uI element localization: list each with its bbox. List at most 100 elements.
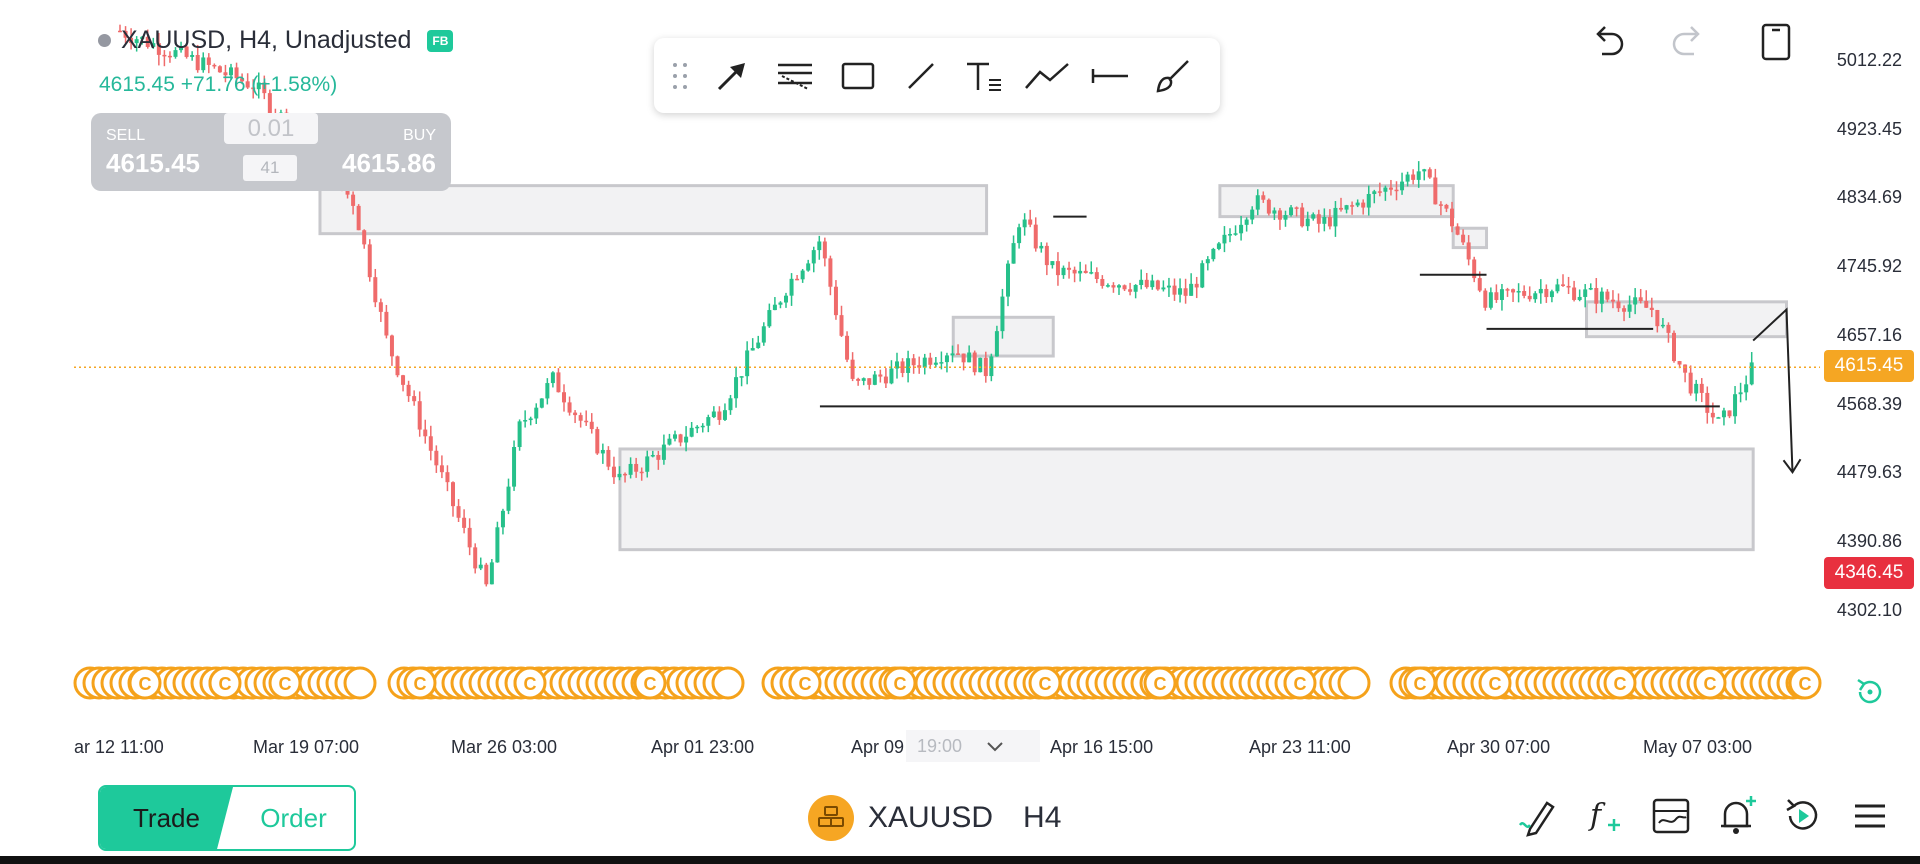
candle-body <box>206 57 211 65</box>
symbol-title: XAUUSD, H4, Unadjusted <box>121 26 412 54</box>
candle-body <box>933 362 938 365</box>
candle-body <box>1044 245 1049 266</box>
path-tool-icon[interactable] <box>1023 52 1070 99</box>
symbol-selector[interactable]: XAUUSD H4 <box>808 795 1061 841</box>
candle-body <box>1222 234 1227 244</box>
timeframe-selector[interactable]: H4 <box>1023 801 1062 834</box>
candle-body <box>1455 226 1460 235</box>
candle-body <box>534 407 539 419</box>
candle-body <box>1000 296 1005 332</box>
candle-body <box>539 398 544 408</box>
candle-body <box>1033 224 1038 249</box>
chevron-down-icon <box>987 742 1003 752</box>
candle-body <box>1022 219 1027 228</box>
candle-body <box>123 30 128 38</box>
candle-body <box>523 420 528 422</box>
candle-body <box>628 463 633 475</box>
candle-body <box>1133 285 1138 292</box>
candle-body <box>500 510 505 528</box>
candle-body <box>129 37 134 44</box>
buy-label[interactable]: BUY <box>403 127 436 144</box>
arrow-tool-icon[interactable] <box>708 52 755 99</box>
candle-body <box>1566 285 1571 288</box>
candle-body <box>1261 195 1266 200</box>
event-marker-glyph: C <box>1039 674 1052 694</box>
candle-body <box>1322 217 1327 224</box>
symbol-header[interactable]: XAUUSD, H4, Unadjusted FB <box>98 26 454 55</box>
text-tool-icon[interactable] <box>960 52 1007 99</box>
event-marker-glyph: C <box>414 674 427 694</box>
order-tab[interactable]: Order <box>260 802 327 833</box>
rectangle-tool-icon[interactable] <box>834 52 881 99</box>
fib-tool-icon[interactable] <box>771 52 818 99</box>
trendline-tool-icon[interactable] <box>897 52 944 99</box>
event-marker-labeled <box>1403 666 1437 700</box>
candle-body <box>734 377 739 399</box>
draw-icon[interactable] <box>1516 795 1558 842</box>
menu-icon[interactable] <box>1850 795 1890 842</box>
undo-icon[interactable] <box>1590 22 1628 65</box>
candle-body <box>800 270 805 280</box>
candle-body <box>872 374 877 385</box>
candle-body <box>1644 300 1649 308</box>
candle-body <box>190 55 195 57</box>
candle-body <box>1472 259 1477 279</box>
cursor-time-badge[interactable]: 19:00 <box>906 730 1040 762</box>
event-marker-labeled <box>1603 666 1637 700</box>
candle-body <box>1083 270 1088 274</box>
candle-body <box>229 67 233 76</box>
candle-body <box>1549 291 1554 298</box>
event-marker-labeled <box>1478 666 1512 700</box>
candle-body <box>833 286 838 316</box>
candle-body <box>1194 283 1199 288</box>
event-marker-labeled <box>513 666 547 700</box>
template-icon[interactable] <box>1650 795 1692 842</box>
candle-body <box>1311 214 1316 219</box>
candle-body <box>967 352 972 363</box>
fb-badge[interactable]: FB <box>427 29 454 52</box>
candle-body <box>767 310 772 327</box>
buy-price[interactable]: 4615.86 <box>342 148 436 178</box>
candle-body <box>1699 383 1704 393</box>
candle-body <box>689 427 694 437</box>
indicator-icon[interactable]: f <box>1586 795 1628 842</box>
candle-body <box>1633 297 1638 305</box>
horizontal-ray-icon[interactable] <box>1086 52 1133 99</box>
candle-body <box>878 374 883 377</box>
candle-body <box>1244 219 1249 225</box>
sell-price[interactable]: 4615.45 <box>106 148 200 178</box>
candle-body <box>1072 269 1077 274</box>
candle-body <box>1477 278 1482 291</box>
candle-body <box>140 36 145 40</box>
event-marker-labeled <box>1028 666 1062 700</box>
trade-tab[interactable]: Trade <box>100 787 233 849</box>
reset-view-icon[interactable] <box>1852 674 1888 715</box>
candle-body <box>1488 292 1493 308</box>
event-marker-glyph: C <box>219 674 232 694</box>
candle-body <box>1483 290 1488 308</box>
candle-body <box>656 455 661 460</box>
candle-body <box>417 401 422 430</box>
projection-path <box>1752 307 1794 473</box>
candle-body <box>1405 174 1410 182</box>
alert-add-icon[interactable] <box>1716 795 1758 842</box>
sell-label[interactable]: SELL <box>106 127 146 144</box>
drag-handle-icon[interactable] <box>668 52 692 99</box>
price-tick: 4745.92 <box>1836 256 1902 276</box>
brush-tool-icon[interactable] <box>1149 52 1196 99</box>
price-tick: 5012.22 <box>1836 50 1902 70</box>
candle-body <box>706 417 711 426</box>
lot-size-input[interactable]: 0.01 <box>224 113 318 144</box>
candle-body <box>1666 324 1671 333</box>
candle-body <box>1438 204 1443 206</box>
candle-body <box>240 78 245 82</box>
candle-body <box>1499 289 1504 300</box>
replay-icon[interactable] <box>1782 795 1824 842</box>
time-tick: Apr 01 23:00 <box>651 737 755 757</box>
candle-body <box>1383 187 1388 192</box>
candle-body <box>1105 285 1110 287</box>
candle-body <box>578 415 583 421</box>
redo-icon[interactable] <box>1668 22 1706 65</box>
layout-icon[interactable] <box>1758 22 1794 67</box>
